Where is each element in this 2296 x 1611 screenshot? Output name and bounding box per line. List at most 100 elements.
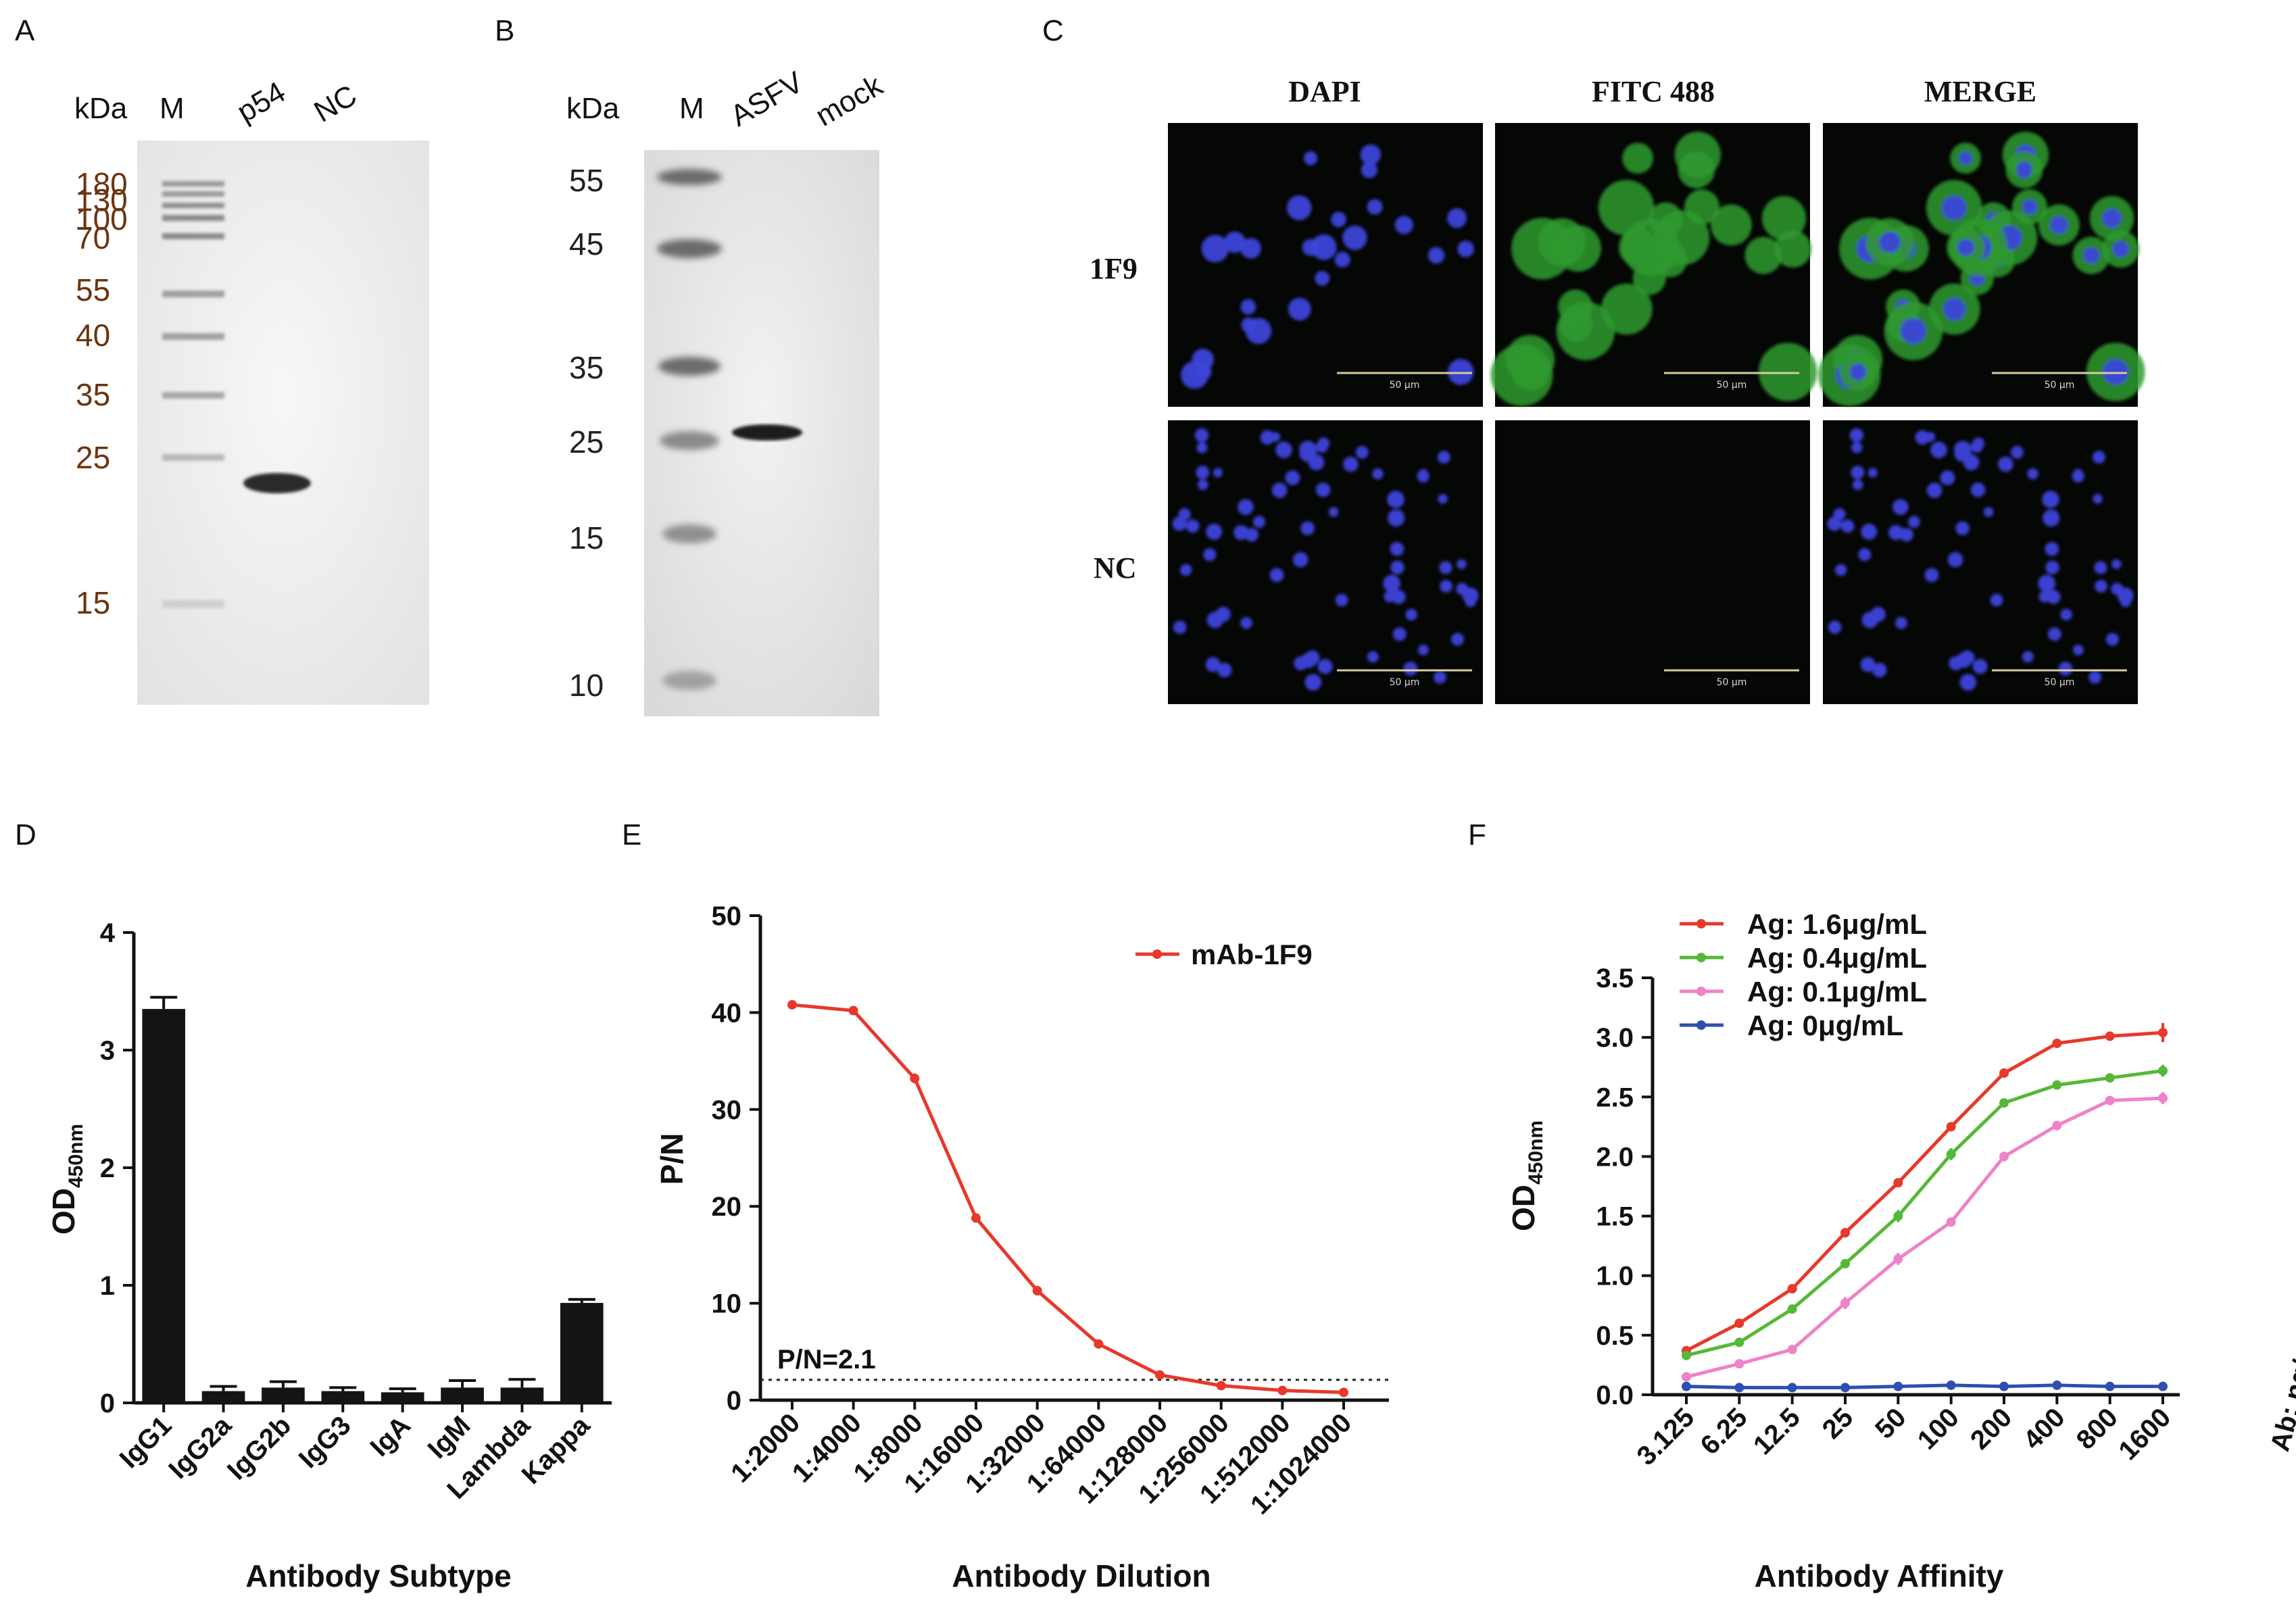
dapi-nucleus (1892, 499, 1909, 516)
dapi-nucleus (1201, 234, 1229, 263)
dapi-nucleus (1970, 440, 1984, 453)
dapi-nucleus (1303, 151, 1318, 166)
chart-f-xlabel: Antibody Affinity (1755, 1558, 2004, 1593)
chart-e-point (1155, 1370, 1165, 1380)
chart-f-xtick-label: 1600 (2113, 1402, 2176, 1466)
micrograph-background (1168, 123, 1483, 407)
chart-f-point (2158, 1381, 2168, 1391)
chart-e-xtick-label: 1:4000 (787, 1408, 867, 1488)
panel-label-d: D (15, 818, 36, 851)
dapi-nucleus (1828, 620, 1842, 634)
ifa-row-1f9: 1F9 (1090, 252, 1138, 285)
dapi-nucleus (2045, 560, 2059, 574)
chart-d-ytick-label: 4 (100, 918, 116, 948)
chart-e-point (1032, 1285, 1042, 1295)
dapi-nucleus (1949, 656, 1963, 670)
chart-d-ytick-label: 1 (100, 1271, 115, 1301)
chart-d-bar (201, 1391, 245, 1403)
fitc-cell (1710, 204, 1752, 246)
chart-f-xunit: Ab: ng/mL (2265, 1318, 2296, 1454)
chart-f-point (1946, 1122, 1956, 1132)
dapi-nucleus (1388, 509, 1405, 527)
chart-f-xtick-label: 400 (2018, 1402, 2070, 1455)
chart-f-point (1946, 1380, 1956, 1390)
dapi-nucleus (1925, 432, 1936, 442)
dapi-nucleus (1392, 627, 1407, 641)
dapi-nucleus (1294, 656, 1309, 670)
dapi-nucleus (1440, 580, 1452, 593)
chart-f-ytick-label: 3.5 (1596, 964, 1634, 993)
chart-d-ytick-label: 0 (100, 1389, 115, 1418)
dapi-nucleus (2027, 468, 2038, 480)
chart-f-point (2105, 1381, 2115, 1391)
dapi-nucleus (1930, 441, 1947, 459)
dapi-nucleus (1387, 491, 1405, 508)
kda-label-b: kDa (566, 92, 620, 125)
dapi-nucleus (1457, 559, 1467, 569)
chart-e-ytick-label: 0 (727, 1386, 741, 1416)
chart-f-point (1946, 1149, 1956, 1159)
dapi-nucleus (1329, 507, 1339, 517)
dapi-nucleus (1194, 428, 1209, 443)
dapi-nucleus (1861, 523, 1878, 540)
lane-label-asfv: ASFV (725, 65, 810, 132)
dapi-nucleus (1849, 428, 1864, 443)
dapi-nucleus (1302, 239, 1319, 256)
panel-label-e: E (622, 818, 641, 851)
marker-b-45: 45 (569, 226, 604, 262)
marker-25: 25 (76, 440, 110, 475)
lane-label-p54: p54 (232, 76, 291, 129)
chart-d-xlabel: Antibody Subtype (245, 1558, 512, 1593)
dapi-nucleus (2045, 541, 2059, 556)
dapi-nucleus (1861, 612, 1878, 628)
dapi-nucleus (2022, 199, 2038, 215)
chart-f-point (2158, 1093, 2168, 1104)
chart-f-ytick-label: 0.5 (1596, 1321, 1634, 1351)
dapi-nucleus (1253, 516, 1265, 528)
dapi-nucleus (1958, 151, 1973, 166)
dapi-nucleus (1308, 454, 1325, 471)
dapi-nucleus (1434, 671, 1446, 684)
micrograph-r1-c2: 50 μm (1823, 420, 2138, 704)
dapi-nucleus (2082, 247, 2100, 264)
fitc-cell (1761, 196, 1807, 241)
ladder-b (657, 169, 722, 690)
dapi-nucleus (1446, 208, 1467, 228)
dapi-nucleus (2102, 359, 2129, 385)
dapi-nucleus (1240, 238, 1261, 259)
chart-e-ytick-label: 20 (712, 1192, 742, 1222)
chart-e-point (910, 1073, 920, 1083)
panel-b-blot: kDa M ASFV mock 55 45 35 25 15 10 (566, 65, 889, 716)
chart-f-point (1893, 1381, 1903, 1391)
chart-f-xtick-label: 100 (1912, 1402, 1965, 1455)
marker-130: 130 (76, 182, 128, 218)
dapi-nucleus (1450, 633, 1464, 646)
dapi-nucleus (1390, 541, 1405, 556)
dapi-nucleus (1392, 590, 1406, 604)
cell-layer (1181, 144, 1474, 389)
chart-d-xtick-label: Kappa (516, 1410, 596, 1490)
dapi-nucleus (1840, 519, 1855, 533)
cell-layer (1827, 428, 2134, 691)
chart-f-series-line (1686, 1096, 2164, 1379)
dapi-nucleus (1827, 516, 1842, 531)
dapi-nucleus (1924, 568, 1939, 583)
dapi-nucleus (2022, 651, 2034, 663)
chart-f-point (1999, 1381, 2009, 1391)
dapi-nucleus (1238, 499, 1254, 516)
dapi-nucleus (1367, 651, 1379, 663)
dapi-nucleus (1447, 359, 1474, 385)
band-asfv (732, 424, 802, 441)
chart-f-point (1734, 1318, 1744, 1329)
kda-label-a: kDa (74, 92, 128, 125)
dapi-nucleus (1304, 674, 1322, 691)
chart-f-point (1682, 1381, 1691, 1391)
marker-70: 70 (76, 220, 110, 255)
dapi-nucleus (2112, 241, 2129, 257)
chart-f-ytick-label: 2.0 (1596, 1142, 1634, 1172)
dapi-nucleus (1895, 617, 1907, 629)
dapi-nucleus (2043, 509, 2060, 527)
marker-b-25: 25 (569, 424, 604, 460)
fitc-cell (1538, 218, 1586, 266)
dapi-nucleus (1940, 470, 1955, 486)
